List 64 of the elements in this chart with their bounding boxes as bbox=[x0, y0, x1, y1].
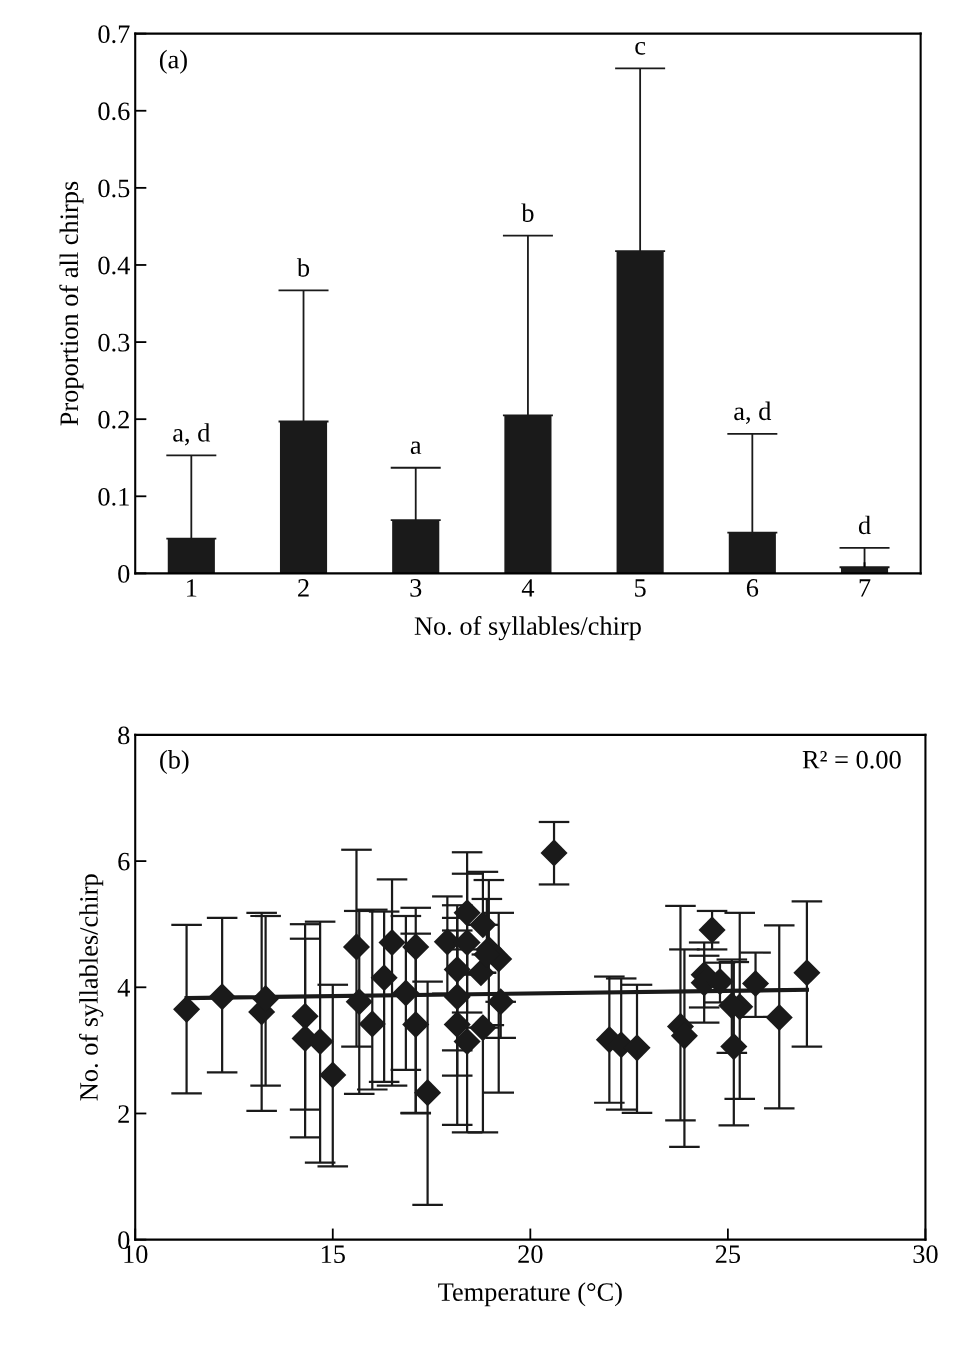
y-tick-label: 0.3 bbox=[98, 333, 130, 352]
point bbox=[319, 1061, 347, 1089]
point bbox=[443, 1010, 471, 1039]
y-tick-label: 0.5 bbox=[98, 179, 130, 198]
point bbox=[443, 983, 471, 1011]
y-tick-label: 6 bbox=[118, 852, 130, 871]
point bbox=[487, 988, 515, 1016]
point bbox=[342, 933, 371, 961]
y-tick-label: 0.1 bbox=[98, 487, 129, 506]
point bbox=[358, 1010, 386, 1038]
annotation: a, d bbox=[734, 401, 772, 424]
point bbox=[414, 1079, 442, 1107]
x-tick-label: 1 bbox=[187, 579, 197, 597]
point bbox=[402, 933, 430, 961]
y-axis-title: No. of syllables/chirp bbox=[79, 874, 104, 1101]
y-tick-label: 2 bbox=[118, 1105, 129, 1123]
point bbox=[453, 1028, 481, 1056]
point bbox=[765, 1004, 793, 1032]
x-tick-label: 5 bbox=[635, 579, 646, 597]
point bbox=[392, 979, 420, 1007]
point bbox=[742, 969, 770, 998]
x-tick-label: 20 bbox=[518, 1245, 543, 1264]
x-tick-label: 4 bbox=[521, 579, 535, 597]
annotation: d bbox=[858, 515, 871, 535]
y-tick-label: 0.6 bbox=[98, 102, 130, 121]
point bbox=[793, 959, 821, 987]
point bbox=[698, 916, 726, 944]
annotation: b bbox=[521, 203, 534, 222]
point bbox=[469, 911, 497, 939]
point bbox=[370, 964, 398, 992]
y-axis-title: Proportion of all chirps bbox=[59, 181, 84, 426]
annotation: R² = 0.00 bbox=[802, 750, 901, 769]
point bbox=[720, 1033, 748, 1061]
point bbox=[345, 988, 373, 1016]
x-axis-title: No. of syllables/chirp bbox=[414, 616, 641, 641]
point bbox=[469, 1014, 497, 1042]
point bbox=[173, 995, 201, 1023]
point bbox=[453, 899, 481, 927]
point bbox=[443, 956, 471, 984]
point bbox=[291, 1002, 319, 1030]
point bbox=[540, 839, 568, 867]
x-tick-label: 6 bbox=[746, 579, 759, 597]
y-tick-label: 0.7 bbox=[98, 25, 130, 44]
annotation: a, d bbox=[173, 423, 211, 446]
y-tick-label: 8 bbox=[118, 726, 130, 745]
x-tick-label: 3 bbox=[410, 579, 422, 597]
y-tick-label: 4 bbox=[117, 979, 130, 997]
x-tick-label: 30 bbox=[913, 1245, 938, 1264]
annotation: (b) bbox=[160, 750, 189, 774]
y-tick-label: 0.2 bbox=[98, 410, 129, 429]
x-tick-label: 7 bbox=[859, 579, 871, 597]
x-tick-label: 15 bbox=[321, 1245, 345, 1264]
point bbox=[402, 1010, 430, 1039]
annotation: (a) bbox=[159, 49, 187, 74]
annotation: b bbox=[296, 258, 310, 277]
x-axis-title: Temperature (°C) bbox=[438, 1282, 622, 1307]
annotation: c bbox=[635, 41, 646, 55]
y-tick-label: 0.4 bbox=[98, 256, 130, 275]
x-tick-label: 2 bbox=[298, 579, 309, 597]
annotation: a bbox=[410, 441, 422, 455]
point bbox=[208, 983, 236, 1011]
point bbox=[378, 928, 406, 957]
y-tick-label: 0 bbox=[118, 565, 130, 583]
x-tick-label: 25 bbox=[715, 1245, 741, 1264]
